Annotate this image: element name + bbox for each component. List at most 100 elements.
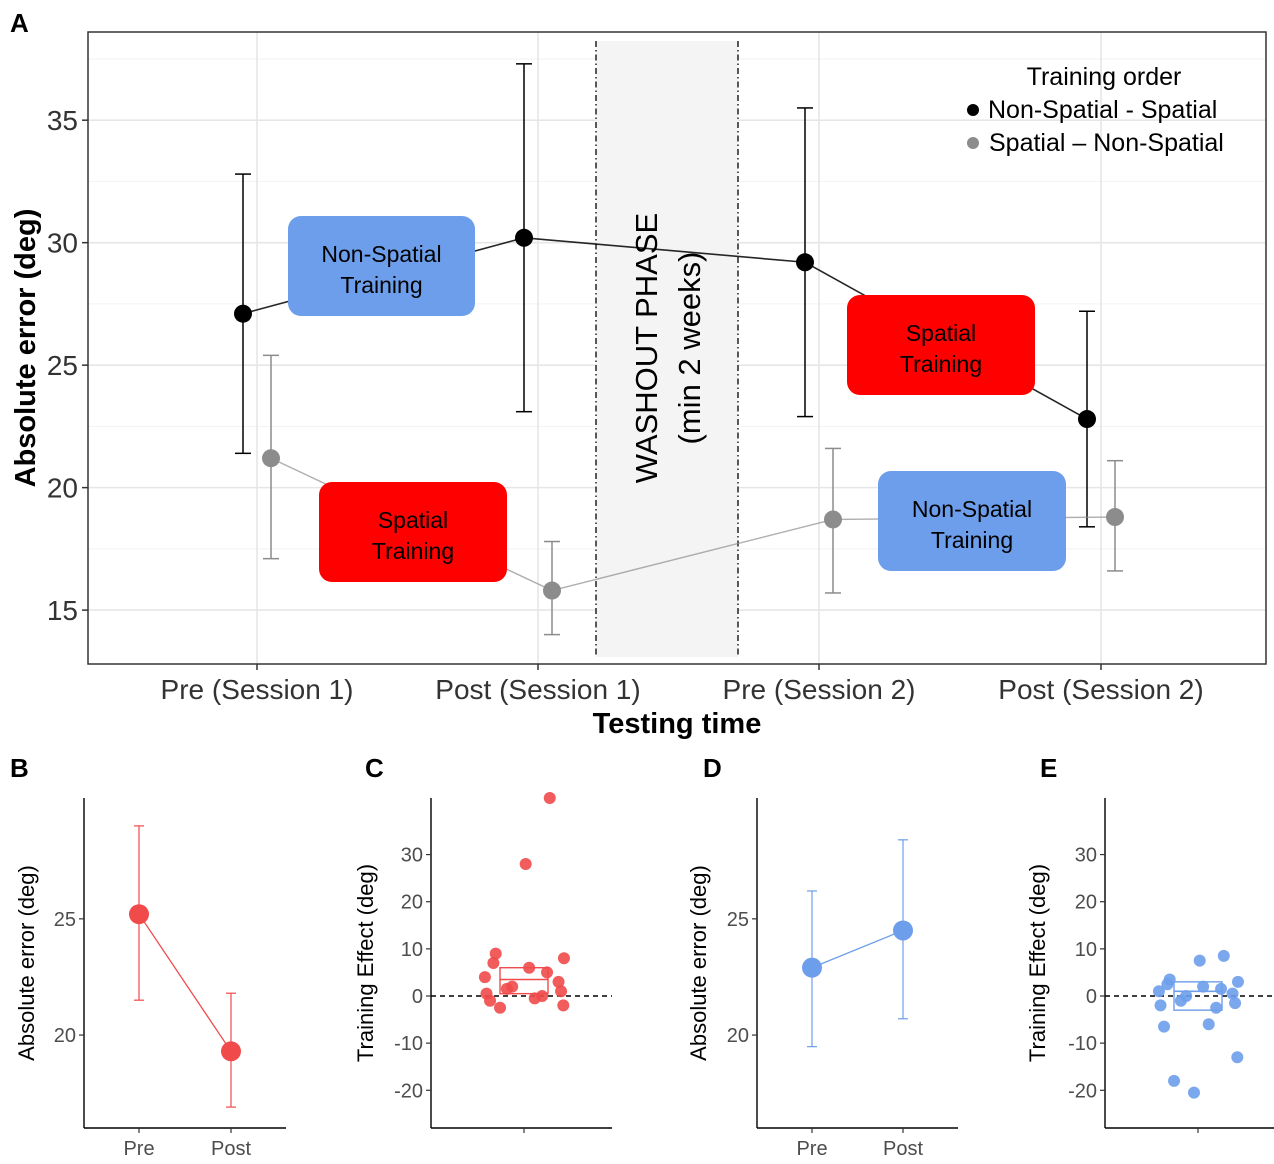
data-point (1197, 980, 1210, 993)
y-tick-label: 30 (401, 845, 423, 867)
panel-a-border (87, 31, 1267, 665)
data-point (478, 971, 491, 984)
y-tick-label: 0 (1086, 986, 1097, 1008)
legend-marker (967, 137, 979, 149)
data-point (221, 1041, 241, 1062)
washout-sublabel: (min 2 weeks) (672, 252, 707, 445)
panel-letter-d: D (703, 753, 722, 783)
panel-letter-a: A (10, 8, 29, 38)
data-point (543, 581, 561, 600)
data-point (541, 966, 554, 979)
legend-title: Training order (1027, 63, 1182, 91)
annotation-spatial-training-1-line1: Spatial (378, 507, 448, 533)
data-point (1215, 982, 1228, 995)
y-tick-label: -10 (394, 1033, 423, 1055)
x-tick-label: Pre (123, 1138, 154, 1159)
y-tick-label: 30 (1075, 845, 1097, 867)
y-tick-label: 35 (47, 105, 78, 136)
x-tick-label: Post (883, 1138, 923, 1159)
data-point (528, 992, 541, 1005)
panel-d-chart: Absolute error (deg) 20 25 Pre Post (686, 798, 958, 1160)
data-point (1217, 949, 1230, 962)
data-point (1161, 978, 1174, 991)
data-point (515, 228, 533, 247)
x-tick-label: Post (Session 2) (998, 674, 1203, 705)
data-point (796, 253, 814, 272)
y-tick-label: 25 (727, 909, 749, 931)
data-point (500, 982, 513, 995)
data-point (1202, 1018, 1215, 1031)
annotation-spatial-training-1-line2: Training (372, 538, 454, 564)
data-point (1193, 954, 1206, 967)
y-tick-label: -10 (1068, 1033, 1097, 1055)
data-point (1152, 985, 1165, 998)
data-point (1226, 987, 1239, 1000)
y-tick-label: 20 (47, 473, 78, 504)
data-point (487, 957, 500, 969)
washout-region (596, 41, 738, 657)
y-tick-label: 20 (727, 1025, 749, 1047)
x-axis-title: Testing time (593, 708, 762, 740)
annotation-spatial-training-2-line1: Spatial (906, 320, 976, 346)
data-point (484, 994, 497, 1007)
panel-c-chart: Training Effect (deg) -20 -10 0 10 20 30 (353, 792, 612, 1133)
annotation-spatial-training-2-line2: Training (900, 351, 982, 377)
data-point (129, 904, 149, 925)
data-point (1210, 1001, 1223, 1014)
data-point (557, 952, 570, 965)
box-iqr (1173, 981, 1223, 1011)
data-point (1106, 508, 1124, 527)
data-point (824, 510, 842, 529)
data-point (1231, 975, 1244, 988)
legend-entry: Non-Spatial - Spatial (988, 96, 1217, 124)
y-tick-label: 15 (47, 595, 78, 626)
panel-a-chart: 15 20 25 30 35 Pre (Session 1) Post (Session 1… (10, 31, 1267, 740)
data-point (802, 957, 822, 978)
y-axis-title: Training Effect (deg) (1025, 864, 1050, 1062)
y-tick-label: 25 (54, 909, 76, 931)
annotation-spatial-training-2-box (847, 295, 1035, 395)
annotation-nonspatial-training-1-line2: Training (340, 272, 422, 298)
y-axis-title: Training Effect (deg) (353, 864, 378, 1062)
annotation-nonspatial-training-2-box (878, 471, 1066, 571)
panel-letter-c: C (365, 753, 384, 783)
y-tick-label: 30 (47, 228, 78, 259)
y-tick-label: 10 (401, 939, 423, 961)
annotation-nonspatial-training-2-line1: Non-Spatial (912, 496, 1032, 522)
x-tick-label: Post (Session 1) (435, 674, 640, 705)
annotation-nonspatial-training-1-box (288, 216, 475, 316)
data-point (519, 858, 532, 870)
x-tick-label: Pre (796, 1138, 827, 1159)
panel-e-chart: Training Effect (deg) -20 -10 0 10 20 30 (1025, 798, 1274, 1133)
data-point (555, 985, 568, 998)
panel-letter-b: B (10, 753, 29, 783)
legend-entry: Spatial – Non-Spatial (989, 129, 1224, 157)
data-point (1229, 997, 1242, 1010)
legend-marker (967, 104, 979, 116)
series-line (811, 929, 904, 969)
y-tick-label: 20 (54, 1025, 76, 1047)
panel-letter-e: E (1040, 753, 1057, 783)
data-point (552, 975, 565, 988)
data-point (1231, 1051, 1244, 1064)
y-tick-label: 0 (412, 986, 423, 1008)
annotation-nonspatial-training-1-line1: Non-Spatial (321, 241, 441, 267)
y-tick-label: 25 (47, 350, 78, 381)
data-point (489, 947, 502, 960)
annotation-nonspatial-training-2-line2: Training (931, 527, 1013, 553)
y-tick-label: -20 (394, 1080, 423, 1102)
x-tick-label: Pre (Session 1) (161, 674, 354, 705)
washout-label: WASHOUT PHASE (629, 213, 664, 483)
data-point (523, 961, 536, 974)
annotation-spatial-training-1-box (319, 482, 507, 582)
y-tick-label: 20 (1075, 892, 1097, 914)
x-tick-label: Pre (Session 2) (723, 674, 916, 705)
data-point (1158, 1020, 1171, 1033)
data-point (893, 920, 913, 941)
x-tick-label: Post (211, 1138, 251, 1159)
panel-b-chart: Absolute error (deg) 20 25 Pre Post (14, 798, 286, 1160)
y-tick-label: -20 (1068, 1080, 1097, 1102)
y-tick-label: 20 (401, 892, 423, 914)
data-point (1154, 999, 1167, 1012)
